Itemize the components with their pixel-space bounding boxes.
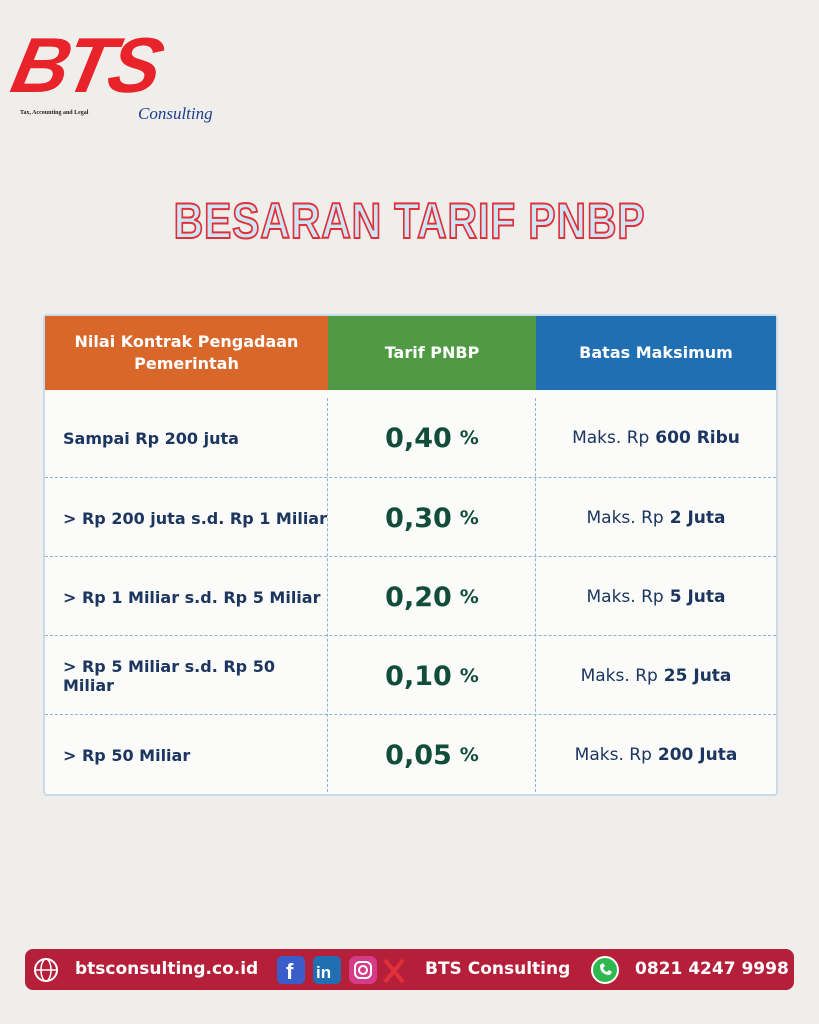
max-amount: 2 Juta (669, 508, 726, 528)
header-cell: Tarif PNBP (328, 316, 536, 390)
rate-value: 0,05 (385, 739, 452, 771)
max-cell: Maks. Rp 5 Juta (536, 557, 776, 637)
rate-value: 0,20 (385, 581, 452, 613)
rate-value: 0,40 (385, 422, 452, 454)
svg-text:in: in (316, 963, 331, 982)
rate-value: 0,10 (385, 660, 452, 692)
rate-unit: % (459, 507, 479, 529)
tariff-table: Nilai Kontrak Pengadaan Pemerintah Tarif… (43, 314, 778, 796)
table-row: > Rp 1 Miliar s.d. Rp 5 Miliar 0,20% Maks.… (45, 556, 776, 636)
logo-mark: BTS (4, 21, 168, 109)
max-cell: Maks. Rp 600 Ribu (536, 398, 776, 478)
footer-bar: btsconsulting.co.id f in BTS Consulting … (25, 949, 794, 990)
rate-unit: % (459, 744, 479, 766)
rate-cell: 0,40% (328, 398, 536, 478)
max-amount: 600 Ribu (655, 428, 740, 448)
table-row: Sampai Rp 200 juta 0,40% Maks. Rp 600 Ribu (45, 398, 776, 478)
page-title: BESARAN TARIF PNBP (173, 193, 646, 249)
logo-tagline: Tax, Accounting and Legal (20, 110, 89, 116)
max-prefix: Maks. Rp (574, 745, 652, 765)
max-prefix: Maks. Rp (586, 587, 664, 607)
range-cell: > Rp 5 Miliar s.d. Rp 50 Miliar (63, 657, 275, 695)
rate-unit: % (459, 665, 479, 687)
range-cell: > Rp 50 Miliar (63, 745, 191, 765)
table-row: > Rp 50 Miliar 0,05% Maks. Rp 200 Juta (45, 714, 776, 794)
rate-unit: % (459, 586, 479, 608)
max-cell: Maks. Rp 200 Juta (536, 715, 776, 795)
max-amount: 25 Juta (663, 666, 732, 686)
range-cell: > Rp 200 juta s.d. Rp 1 Miliar (63, 508, 327, 528)
website: btsconsulting.co.id (75, 959, 259, 979)
column-divider (535, 398, 536, 792)
rate-cell: 0,20% (328, 557, 536, 637)
header-cell: Nilai Kontrak Pengadaan Pemerintah (45, 316, 328, 390)
logo-name: Consulting (138, 104, 213, 123)
header-cell: Batas Maksimum (536, 316, 776, 390)
max-amount: 200 Juta (657, 745, 738, 765)
max-prefix: Maks. Rp (580, 666, 658, 686)
social-name: BTS Consulting (425, 959, 571, 979)
whatsapp-icon (591, 956, 619, 984)
svg-text:f: f (286, 959, 294, 984)
rate-unit: % (459, 427, 479, 449)
globe-icon (34, 958, 58, 982)
max-cell: Maks. Rp 25 Juta (536, 636, 776, 716)
social-icons: f in (277, 956, 405, 984)
max-prefix: Maks. Rp (572, 428, 650, 448)
rate-cell: 0,05% (328, 715, 536, 795)
rate-cell: 0,10% (328, 636, 536, 716)
table-row: > Rp 5 Miliar s.d. Rp 50 Miliar 0,10% Maks… (45, 635, 776, 715)
max-cell: Maks. Rp 2 Juta (536, 478, 776, 558)
max-prefix: Maks. Rp (586, 508, 664, 528)
table-row: > Rp 200 juta s.d. Rp 1 Miliar 0,30% Maks.… (45, 477, 776, 557)
phone: 0821 4247 9998 (635, 959, 789, 979)
max-amount: 5 Juta (669, 587, 726, 607)
column-divider (327, 398, 328, 792)
rate-value: 0,30 (385, 502, 452, 534)
range-cell: Sampai Rp 200 juta (63, 428, 239, 448)
range-cell: > Rp 1 Miliar s.d. Rp 5 Miliar (63, 587, 321, 607)
rate-cell: 0,30% (328, 478, 536, 558)
